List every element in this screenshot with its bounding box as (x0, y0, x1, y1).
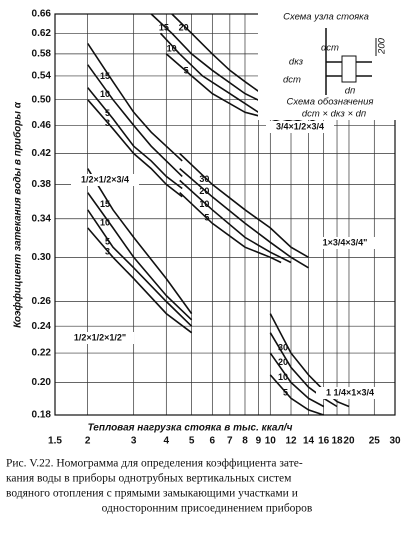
plot-frame (54, 13, 396, 416)
curve-label: 3 (105, 118, 110, 128)
curve (87, 87, 183, 190)
x-tick-label: 8 (242, 436, 248, 447)
curve (87, 192, 193, 321)
annotation-background (66, 332, 134, 344)
curve (179, 167, 309, 269)
annotation-background (266, 121, 334, 133)
annotation: 1/2×1/2×3/4 (81, 174, 129, 184)
curve-label: 15 (159, 23, 169, 33)
x-tick-label: 18 (331, 436, 343, 447)
curve-label: 5 (105, 237, 110, 247)
inset-label: 200 (377, 37, 388, 55)
x-tick-label: 9 (256, 436, 262, 447)
caption: Рис. V.22. Номограмма для определения ко… (6, 458, 313, 515)
annotation-background (311, 237, 379, 249)
y-tick-label: 0.22 (32, 348, 52, 359)
y-tick-label: 0.50 (32, 94, 52, 105)
curve-label: 20 (199, 186, 209, 196)
annotation: 1/2×1/2×1/2" (74, 332, 126, 342)
curve-label: 30 (199, 174, 209, 184)
caption-line: Рис. V.22. Номограмма для определения ко… (6, 458, 303, 470)
x-tick-label: 12 (285, 436, 297, 447)
curve (87, 64, 183, 177)
curve (87, 227, 193, 334)
curve-label: 5 (184, 65, 189, 75)
inset-subtitle: Схема обозначения (287, 97, 374, 108)
curve-label: 15 (100, 199, 110, 209)
x-tick-label: 30 (389, 436, 401, 447)
caption-line: односторонним присоединением приборов (102, 503, 313, 515)
x-tick-label: 2 (85, 436, 91, 447)
y-tick-label: 0.66 (32, 9, 52, 20)
annotation-background (71, 174, 139, 186)
curve-label: 10 (100, 89, 110, 99)
inset-label: dст (321, 43, 339, 54)
y-tick-label: 0.24 (32, 321, 52, 332)
x-tick-label: 1.5 (48, 436, 62, 447)
y-tick-label: 0.18 (32, 410, 52, 421)
y-tick-label: 0.34 (32, 213, 52, 224)
curve (179, 152, 309, 258)
curve-label: 5 (283, 388, 288, 398)
x-tick-label: 4 (164, 436, 170, 447)
y-axis-title: Коэффициент затекания воды в приборы α (12, 101, 24, 328)
curve (87, 99, 183, 198)
curve (87, 168, 193, 315)
inset-device (341, 55, 357, 83)
x-tick-label: 6 (210, 436, 216, 447)
y-tick-label: 0.26 (32, 296, 52, 307)
curve-label: 5 (105, 108, 110, 118)
curve (269, 374, 324, 416)
annotation: 1 1/4×1×3/4 (326, 387, 374, 397)
y-tick-label: 0.38 (32, 179, 52, 190)
annotation-background (316, 387, 384, 399)
inset-background (258, 8, 396, 120)
y-tick-label: 0.58 (32, 49, 52, 60)
curve (87, 42, 183, 162)
x-tick-label: 5 (189, 436, 195, 447)
annotation: 3/4×1/2×3/4 (276, 121, 324, 131)
inset-title: Схема узла стояка (283, 12, 369, 23)
inset-label: dкз (289, 57, 304, 68)
caption-line: водяного отопления с прямыми замыкающими… (6, 488, 298, 500)
curve (87, 209, 193, 327)
y-tick-label: 0.20 (32, 377, 52, 388)
curve-label: 10 (199, 199, 209, 209)
curve-label: 30 (278, 342, 288, 352)
annotation: 1×3/4×3/4" (323, 237, 368, 247)
x-tick-label: 20 (343, 436, 355, 447)
x-tick-label: 3 (131, 436, 137, 447)
curve-label: 3 (105, 247, 110, 257)
x-axis-title: Тепловая нагрузка стояка в тыс. ккал/ч (88, 423, 293, 434)
inset-label: dп (345, 86, 356, 97)
y-tick-label: 0.46 (32, 120, 52, 131)
curve-label: 20 (278, 357, 288, 367)
curve-label: 10 (167, 43, 177, 53)
y-tick-label: 0.54 (32, 71, 52, 82)
x-tick-label: 7 (227, 436, 233, 447)
inset-label: dст (283, 75, 301, 86)
curve (269, 313, 350, 408)
inset-scheme: dст × dкз × dп (302, 109, 367, 120)
curve-label: 10 (278, 372, 288, 382)
y-tick-label: 0.30 (32, 252, 52, 263)
caption-line: кания воды в приборы однотрубных вертика… (6, 473, 292, 485)
curve (179, 192, 282, 264)
y-tick-label: 0.42 (32, 148, 52, 159)
x-tick-label: 10 (265, 436, 277, 447)
curve-label: 20 (179, 23, 189, 33)
curve-label: 5 (204, 213, 209, 223)
curve (269, 332, 338, 408)
x-tick-label: 16 (318, 436, 330, 447)
curve (179, 179, 292, 264)
curve-label: 15 (100, 71, 110, 81)
x-tick-label: 25 (369, 436, 381, 447)
y-tick-label: 0.62 (32, 28, 52, 39)
x-tick-label: 14 (303, 436, 315, 447)
curve (269, 352, 325, 408)
curve-label: 10 (100, 217, 110, 227)
